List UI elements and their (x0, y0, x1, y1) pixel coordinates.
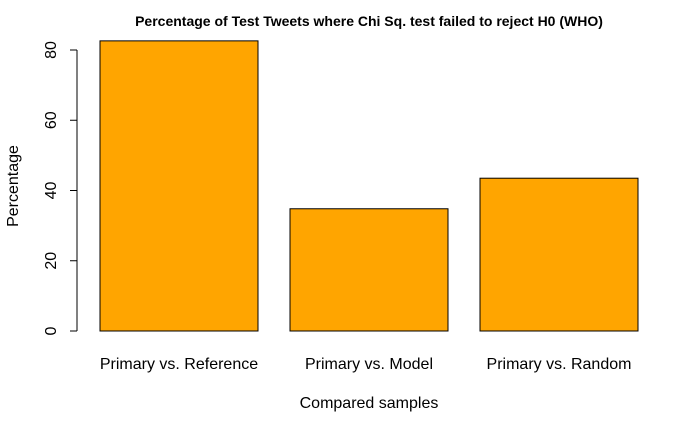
y-axis-label: Percentage (5, 145, 22, 227)
y-tick-label: 0 (43, 326, 60, 335)
category-labels: Primary vs. Reference Primary vs. Model Pr… (100, 356, 632, 373)
bar (289, 208, 449, 332)
y-tick-label: 40 (43, 182, 60, 200)
bar (479, 177, 639, 332)
x-category-label: Primary vs. Reference (100, 356, 258, 373)
y-tick-label: 20 (43, 252, 60, 270)
y-axis-ticks: 0 20 40 60 80 (43, 41, 77, 335)
bar (99, 40, 259, 332)
y-tick-label: 60 (43, 111, 60, 129)
x-category-label: Primary vs. Model (305, 356, 433, 373)
chart-title: Percentage of Test Tweets where Chi Sq. … (135, 13, 603, 29)
x-axis-label: Compared samples (300, 395, 439, 412)
x-category-label: Primary vs. Random (487, 356, 632, 373)
bars (99, 40, 639, 332)
y-tick-label: 80 (43, 41, 60, 59)
